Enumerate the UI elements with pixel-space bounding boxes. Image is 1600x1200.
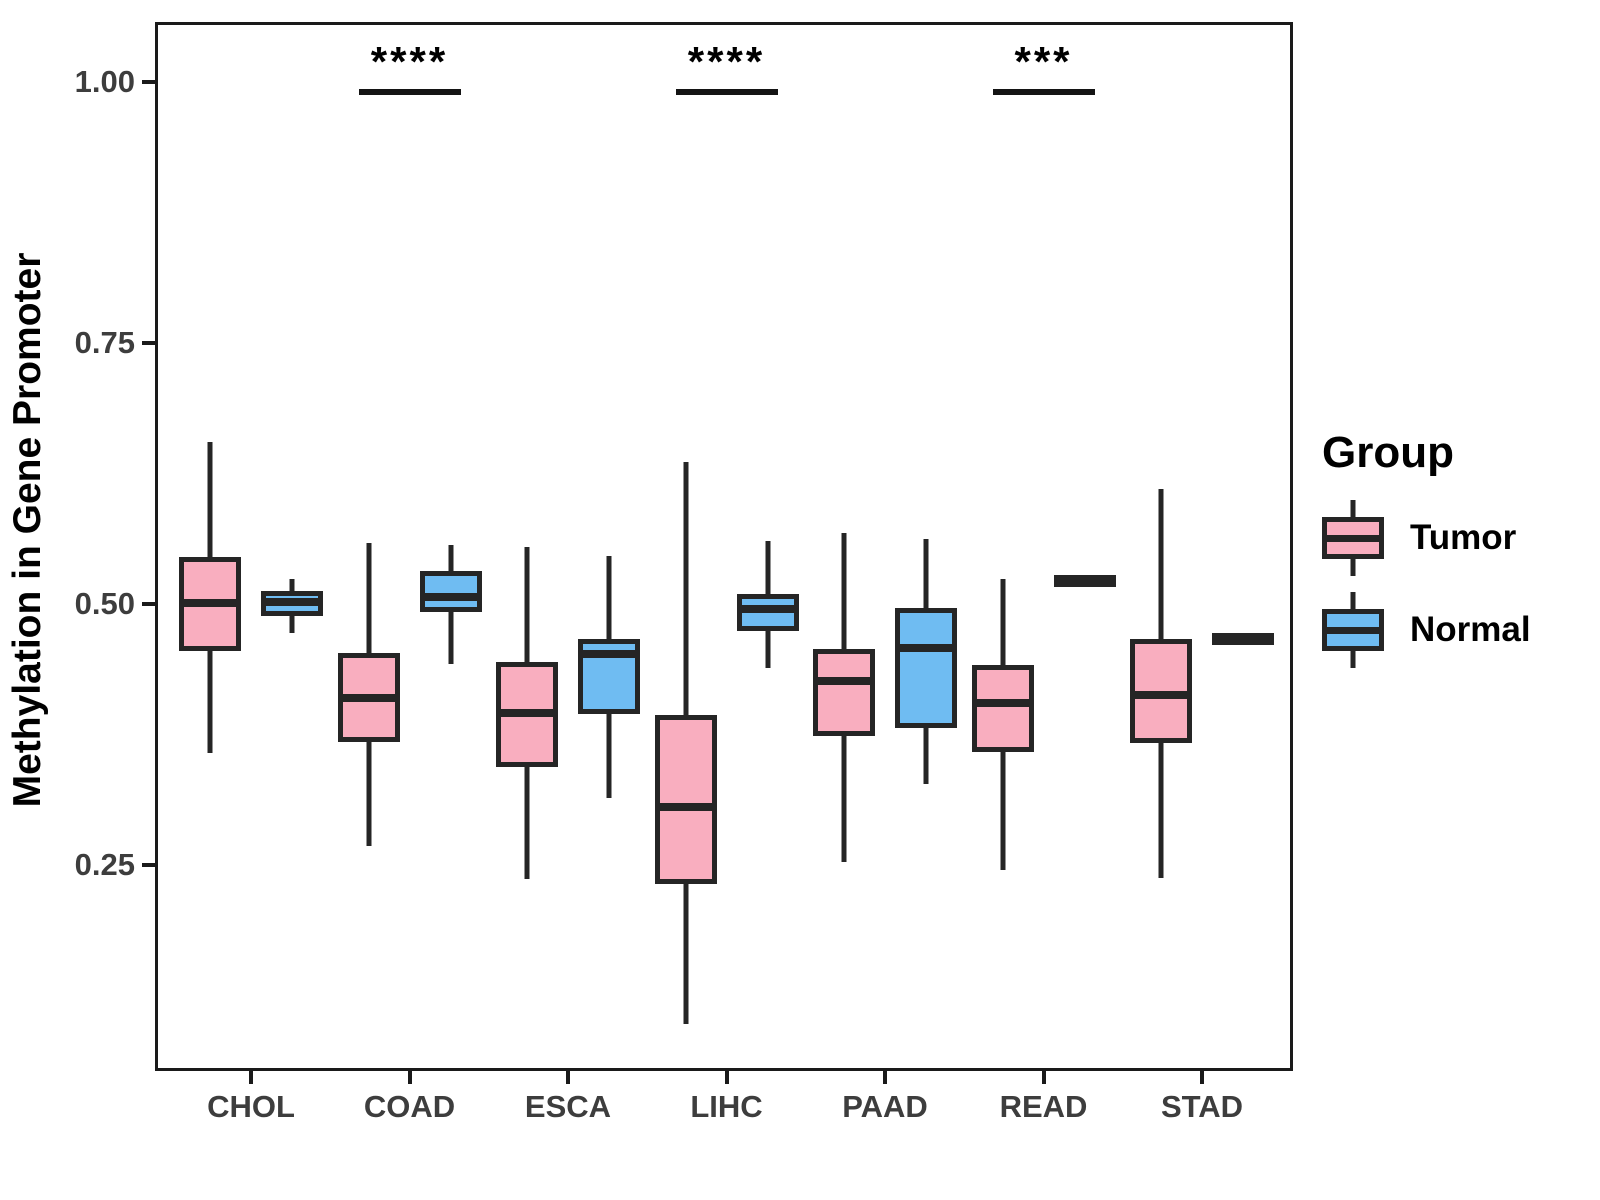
median-normal-chol — [261, 597, 323, 606]
x-tick-label-paad: PAAD — [842, 1089, 928, 1124]
y-tick-label: 0.75 — [74, 324, 135, 360]
x-tick-mark — [724, 1071, 729, 1084]
significance-stars-lihc: **** — [687, 38, 766, 85]
median-normal-stad — [1212, 633, 1274, 642]
normal-boxplot-key-icon — [1322, 592, 1384, 668]
y-tick-mark — [142, 340, 155, 345]
median-normal-esca — [578, 650, 640, 659]
legend: Group Tumor Normal — [1322, 428, 1531, 684]
median-normal-lihc — [736, 605, 799, 614]
median-tumor-paad — [813, 677, 875, 686]
y-axis-title: Methylation in Gene Promoter — [6, 252, 49, 808]
median-tumor-read — [971, 699, 1034, 708]
x-tick-label-stad: STAD — [1160, 1089, 1244, 1124]
y-tick-mark — [142, 79, 155, 84]
x-tick-label-lihc: LIHC — [690, 1089, 763, 1124]
box-tumor-read — [971, 664, 1034, 753]
median-tumor-stad — [1130, 690, 1192, 699]
tumor-boxplot-key-icon — [1322, 500, 1384, 576]
y-tick-label: 0.25 — [74, 847, 135, 883]
legend-label-normal: Normal — [1410, 610, 1531, 649]
significance-stars-coad: **** — [370, 38, 449, 85]
significance-bar-coad — [358, 89, 461, 95]
median-normal-read — [1053, 574, 1116, 583]
median-tumor-esca — [496, 708, 558, 717]
significance-bar-read — [992, 89, 1095, 95]
x-tick-mark — [407, 1071, 412, 1084]
box-tumor-paad — [813, 648, 875, 736]
y-tick-label: 0.50 — [74, 585, 135, 621]
y-tick-label: 1.00 — [74, 63, 135, 99]
box-normal-paad — [895, 608, 957, 729]
x-tick-mark — [1041, 1071, 1046, 1084]
x-tick-label-chol: CHOL — [207, 1089, 295, 1124]
median-tumor-coad — [337, 693, 400, 702]
median-normal-paad — [895, 643, 957, 652]
x-tick-label-coad: COAD — [363, 1089, 456, 1124]
median-tumor-chol — [179, 598, 241, 607]
x-tick-mark — [566, 1071, 570, 1084]
y-tick-mark — [142, 601, 155, 606]
legend-entry-normal: Normal — [1322, 592, 1531, 668]
x-tick-mark — [249, 1071, 253, 1084]
x-tick-mark — [883, 1071, 887, 1084]
significance-stars-read: *** — [1014, 38, 1073, 85]
x-tick-mark — [1200, 1071, 1204, 1084]
legend-entry-tumor: Tumor — [1322, 500, 1531, 576]
plot-panel — [155, 22, 1293, 1071]
median-normal-coad — [419, 592, 482, 601]
box-normal-coad — [419, 570, 482, 613]
legend-title: Group — [1322, 428, 1454, 477]
y-tick-mark — [142, 863, 155, 868]
legend-label-tumor: Tumor — [1410, 518, 1517, 557]
x-tick-label-esca: ESCA — [524, 1089, 612, 1124]
box-tumor-lihc — [654, 714, 717, 884]
significance-bar-lihc — [675, 89, 778, 95]
median-tumor-lihc — [654, 802, 717, 811]
x-tick-label-read: READ — [999, 1089, 1088, 1124]
